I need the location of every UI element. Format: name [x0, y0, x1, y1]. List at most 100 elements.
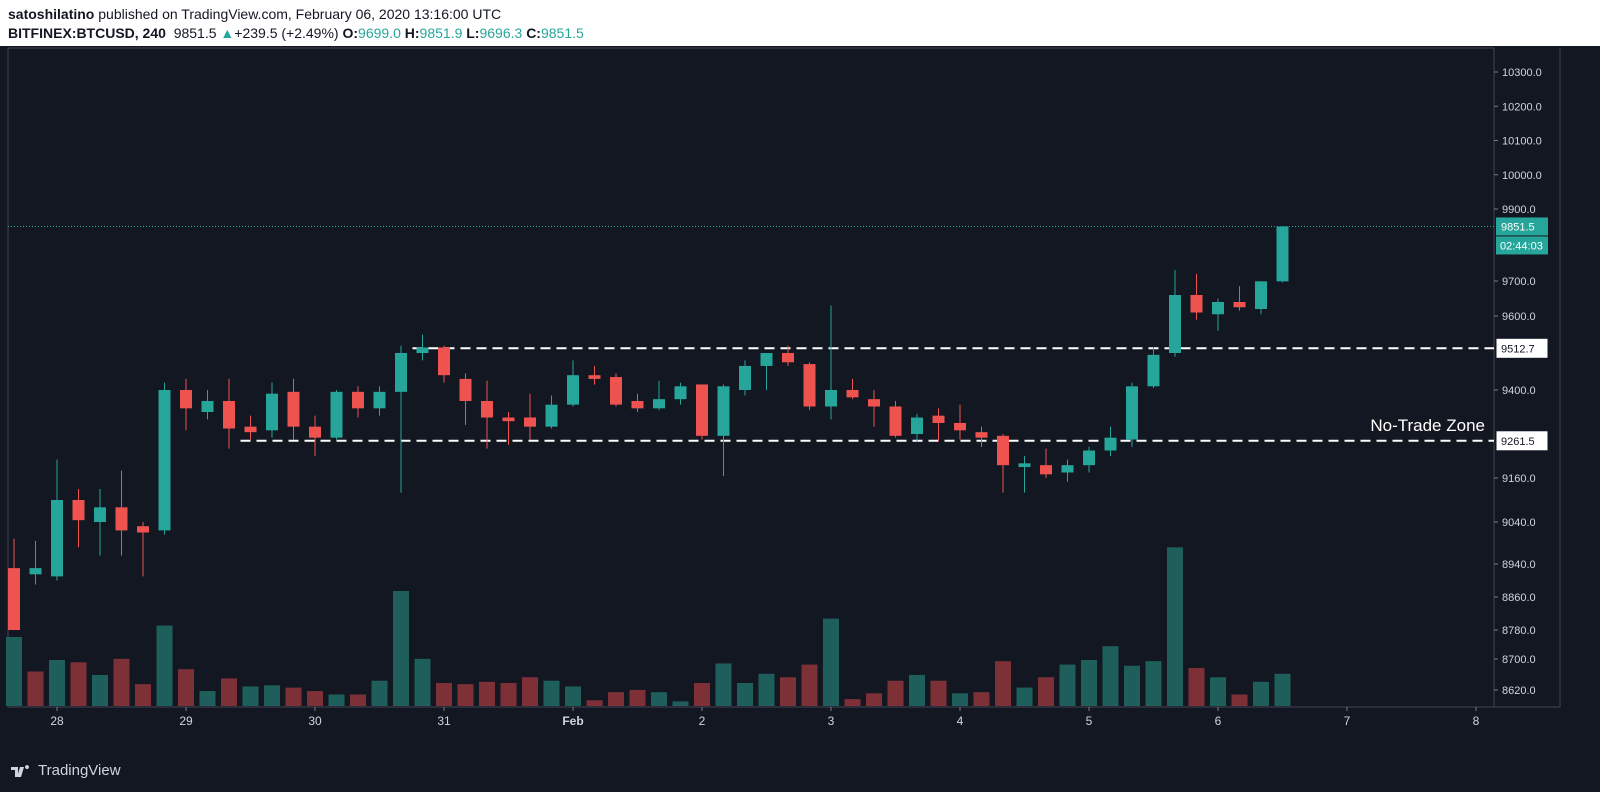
candle-body[interactable] — [545, 404, 558, 427]
publish-line: satoshilatino published on TradingView.c… — [8, 6, 501, 22]
candle-body[interactable] — [1040, 465, 1052, 475]
volume-bar — [909, 674, 925, 706]
candle-body[interactable] — [954, 423, 966, 431]
candle-body[interactable] — [932, 415, 945, 423]
symbol-label[interactable]: BITFINEX:BTCUSD, 240 — [8, 25, 166, 41]
candle-body[interactable] — [1018, 463, 1031, 467]
candle-body[interactable] — [1212, 302, 1224, 315]
volume-bar — [264, 685, 280, 706]
chart-header: satoshilatino published on TradingView.c… — [0, 0, 1600, 46]
candle-body[interactable] — [846, 390, 859, 398]
volume-bar — [199, 691, 216, 706]
candle-body[interactable] — [1276, 226, 1289, 282]
candle-body[interactable] — [223, 401, 235, 429]
x-tick-label: 28 — [50, 714, 64, 728]
candle-body[interactable] — [717, 386, 730, 436]
candle-body[interactable] — [868, 399, 880, 407]
volume-bar — [1167, 547, 1183, 706]
candle-body[interactable] — [1061, 465, 1074, 473]
candle-body[interactable] — [201, 401, 214, 412]
low-value: 9696.3 — [479, 25, 523, 41]
candle-body[interactable] — [266, 393, 278, 431]
volume-bar — [801, 664, 818, 706]
candle-body[interactable] — [330, 391, 343, 438]
candle-body[interactable] — [502, 417, 515, 422]
candle-body[interactable] — [29, 568, 42, 575]
volume-bar — [27, 671, 44, 706]
y-tick-label: 10100.0 — [1502, 136, 1542, 148]
candle-body[interactable] — [416, 347, 429, 353]
candle-body[interactable] — [438, 347, 450, 376]
countdown-label: 02:44:03 — [1500, 240, 1543, 252]
candle-body[interactable] — [395, 353, 407, 392]
candle-body[interactable] — [1083, 450, 1095, 466]
last-price: 9851.5 — [173, 25, 217, 41]
candle-body[interactable] — [158, 390, 171, 531]
candle-body[interactable] — [1190, 295, 1203, 313]
high-label: H: — [404, 25, 420, 41]
publish-info: published on TradingView.com, February 0… — [98, 6, 502, 22]
volume-bar — [1145, 661, 1162, 706]
countdown-tag — [1496, 236, 1548, 255]
candle-body[interactable] — [696, 384, 708, 436]
candle-body[interactable] — [8, 568, 20, 630]
candle-body[interactable] — [631, 401, 644, 409]
candle-body[interactable] — [1104, 437, 1117, 451]
candle-body[interactable] — [244, 426, 257, 433]
candle-body[interactable] — [911, 417, 923, 435]
candle-body[interactable] — [803, 364, 816, 407]
candle-body[interactable] — [373, 391, 386, 409]
volume-bar — [586, 700, 603, 706]
candle-body[interactable] — [653, 399, 665, 409]
candle-body[interactable] — [782, 353, 794, 363]
open-label: O: — [342, 25, 359, 41]
price-chart[interactable]: No-Trade Zone 10300.0 10200.0 10100.0 10000.… — [0, 46, 1600, 742]
candle-body[interactable] — [975, 432, 988, 438]
volume-bar — [6, 637, 22, 706]
candle-body[interactable] — [524, 417, 536, 427]
candle-body[interactable] — [94, 507, 106, 522]
candle-body[interactable] — [567, 375, 579, 405]
candle-body[interactable] — [610, 377, 622, 405]
candle-body[interactable] — [760, 353, 773, 366]
candle-body[interactable] — [180, 390, 192, 409]
candle-body[interactable] — [588, 375, 601, 379]
volume-bar — [156, 625, 173, 706]
close-value: 9851.5 — [540, 25, 584, 41]
candle-body[interactable] — [51, 500, 63, 577]
candle-body[interactable] — [309, 426, 321, 438]
candle-body[interactable] — [481, 401, 493, 418]
candle-body[interactable] — [72, 500, 85, 521]
level-price-tag[interactable] — [1495, 337, 1549, 359]
candle-body[interactable] — [739, 365, 751, 390]
y-tick-label: 10300.0 — [1502, 67, 1542, 79]
volume-bar — [70, 662, 87, 706]
candle-body[interactable] — [825, 390, 837, 407]
tradingview-logo[interactable]: TradingView — [10, 762, 121, 779]
tradingview-logo-icon — [10, 764, 32, 778]
x-tick-label: 7 — [1344, 714, 1351, 728]
candle-body[interactable] — [1147, 354, 1160, 387]
volume-bar — [92, 674, 108, 706]
candle-body[interactable] — [674, 386, 687, 400]
volume-bar — [952, 693, 968, 706]
candle-body[interactable] — [459, 378, 472, 401]
candle-body[interactable] — [1255, 281, 1267, 309]
x-tick-label: 5 — [1086, 714, 1093, 728]
candle-body[interactable] — [1233, 302, 1246, 308]
volume-bar — [780, 677, 796, 706]
volume-bar — [844, 699, 861, 706]
candle-body[interactable] — [287, 391, 300, 427]
candle-body[interactable] — [137, 526, 149, 533]
y-tick-label: 8620.0 — [1502, 685, 1536, 697]
y-tick-label: 9700.0 — [1502, 276, 1536, 288]
candle-body[interactable] — [1126, 386, 1138, 440]
x-tick-label: 8 — [1473, 714, 1480, 728]
candle-body[interactable] — [889, 406, 902, 436]
candle-body[interactable] — [1169, 295, 1181, 353]
author-name[interactable]: satoshilatino — [8, 6, 95, 22]
candle-body[interactable] — [115, 507, 128, 531]
level-price-tag[interactable] — [1495, 430, 1549, 452]
candle-body[interactable] — [352, 391, 364, 409]
candle-body[interactable] — [997, 435, 1009, 466]
